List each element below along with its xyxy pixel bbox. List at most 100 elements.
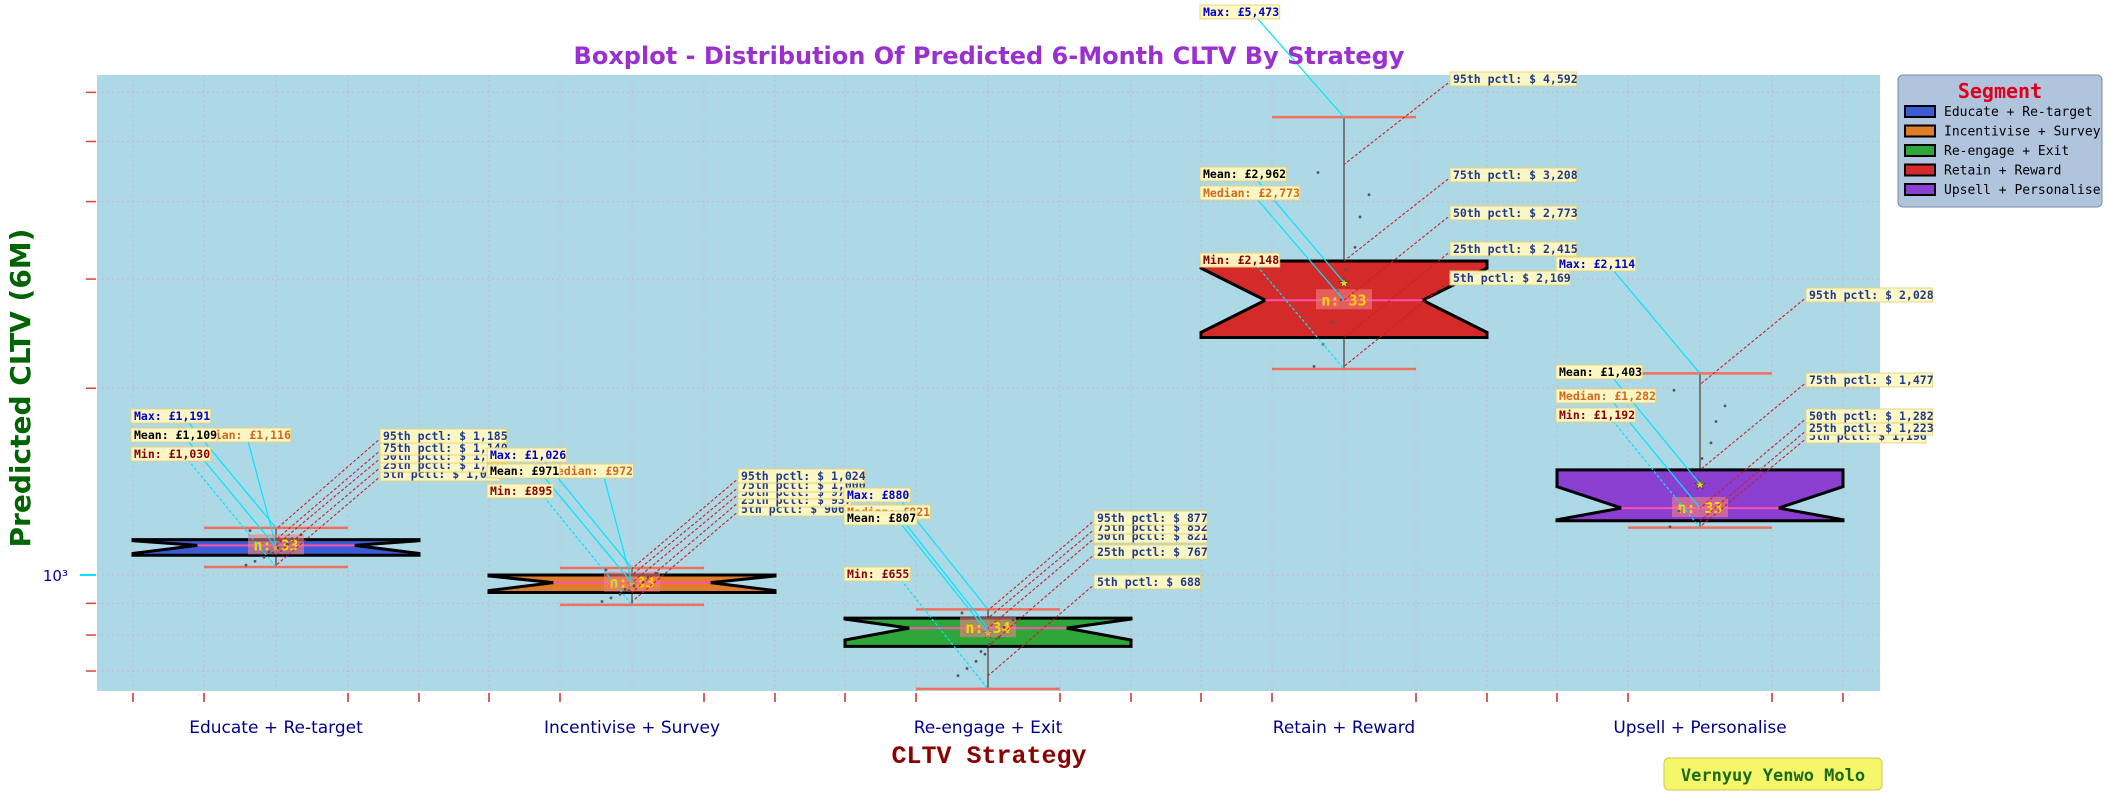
label-p95-text: 95th pctl: $ 2,028 bbox=[1809, 288, 1934, 302]
data-point bbox=[290, 537, 294, 540]
label-p95-bg bbox=[379, 428, 508, 444]
data-point bbox=[623, 587, 627, 591]
annotation-arrow-p5 bbox=[275, 474, 383, 566]
annotation-arrow-p5 bbox=[987, 582, 1097, 677]
label-p50-text: 50th pctl: $ 2,773 bbox=[1453, 206, 1578, 220]
data-point bbox=[1700, 457, 1704, 460]
data-point bbox=[600, 600, 604, 603]
data-point bbox=[1344, 268, 1348, 271]
axes-layer: 10³ Educate + Re-target Incentivise + Surv… bbox=[43, 91, 1844, 738]
label-mean-text: Mean: £1,109 bbox=[134, 428, 217, 442]
data-point bbox=[267, 550, 271, 554]
label-p50-text: 50th pctl: $ 1,282 bbox=[1809, 409, 1934, 423]
label-max-bg bbox=[1199, 4, 1281, 20]
label-p50: 50th pctl: $ 2,773 bbox=[1449, 205, 1578, 221]
boxes-layer: ★n: 33★n: 33★n: 34★n: 33★n: 33 bbox=[131, 115, 1845, 691]
annotation-arrow-p50 bbox=[1699, 416, 1809, 509]
label-p50: 50th pctl: $ 1,282 bbox=[1805, 408, 1934, 424]
label-mean-text: Mean: £807 bbox=[847, 511, 916, 525]
data-point bbox=[974, 659, 978, 663]
annotation-arrow-p25 bbox=[1699, 428, 1809, 522]
watermark: Vernyuy Yenwo Molo bbox=[1663, 757, 1883, 791]
x-tick-label: Upsell + Personalise bbox=[1613, 718, 1786, 738]
label-max-text: Max: £2,114 bbox=[1559, 257, 1635, 271]
legend: Segment Educate + Re-target Incentivise +… bbox=[1897, 74, 2103, 208]
data-point bbox=[655, 572, 659, 575]
annotation-arrow-p75 bbox=[1343, 175, 1453, 262]
label-p95-text: 95th pctl: $ 1,024 bbox=[741, 469, 866, 483]
label-p75: 75th pctl: $ 3,208 bbox=[1449, 167, 1578, 183]
label-min-bg bbox=[130, 446, 212, 462]
label-p50-bg bbox=[1805, 408, 1934, 424]
annotation-arrow-median bbox=[603, 476, 633, 583]
label-p75: 75th pctl: $ 1,140 bbox=[379, 440, 508, 456]
label-min-text: Min: £895 bbox=[490, 484, 552, 498]
label-p75-text: 75th pctl: $ 1,477 bbox=[1809, 373, 1934, 387]
annotation-arrow-p75 bbox=[275, 448, 383, 541]
annotation-arrow-p25 bbox=[1343, 249, 1453, 338]
data-point bbox=[632, 584, 636, 588]
annotation-arrow-p5 bbox=[631, 509, 741, 602]
label-mean: Mean: £971 bbox=[486, 463, 561, 479]
data-point bbox=[1723, 404, 1727, 408]
label-p75-text: 75th pctl: $ 3,208 bbox=[1453, 168, 1578, 182]
label-max: Max: £1,191 bbox=[130, 408, 212, 424]
data-point bbox=[960, 611, 964, 615]
annotation-arrow-p5 bbox=[1343, 278, 1453, 367]
label-mean-bg bbox=[1199, 166, 1287, 182]
plot-area bbox=[97, 75, 1880, 691]
annotation-arrow-min bbox=[1612, 420, 1701, 529]
data-point bbox=[609, 596, 613, 600]
label-max: Max: £2,114 bbox=[1555, 256, 1637, 272]
label-min: Min: £1,030 bbox=[130, 446, 212, 462]
data-point bbox=[1002, 625, 1006, 629]
label-mean-text: Mean: £2,962 bbox=[1203, 167, 1286, 181]
label-median-text: Median: £1,116 bbox=[194, 428, 291, 442]
annotation-arrow-p25 bbox=[631, 500, 741, 593]
label-median-bg bbox=[1555, 388, 1657, 404]
n-label-bg bbox=[1672, 497, 1728, 518]
annotation-arrow-p75 bbox=[1699, 380, 1809, 471]
label-mean-text: Mean: £1,403 bbox=[1559, 365, 1642, 379]
data-point bbox=[627, 589, 631, 593]
label-median-bg bbox=[1199, 185, 1301, 201]
label-p5-bg bbox=[1093, 574, 1201, 590]
annotation-arrow-median bbox=[900, 517, 989, 629]
label-mean: Mean: £1,109 bbox=[130, 427, 218, 443]
label-median-text: Median: £1,282 bbox=[1559, 389, 1656, 403]
data-point bbox=[253, 559, 257, 563]
data-point bbox=[1709, 441, 1713, 445]
label-min: Min: £655 bbox=[843, 566, 911, 582]
label-median: Median: £972 bbox=[546, 463, 634, 479]
annotation-arrow-min bbox=[1256, 265, 1345, 370]
legend-label: Educate + Re-target bbox=[1944, 105, 2093, 120]
label-max-text: Max: £1,191 bbox=[134, 409, 210, 423]
label-mean-text: Mean: £971 bbox=[490, 464, 559, 478]
label-p25: 25th pctl: $ 2,415 bbox=[1449, 241, 1578, 257]
data-point bbox=[1714, 420, 1718, 423]
label-min: Min: £895 bbox=[486, 483, 554, 499]
label-p95-bg bbox=[1093, 510, 1208, 526]
annotation-arrow-p50 bbox=[1343, 213, 1453, 301]
label-max-text: Max: £1,026 bbox=[490, 448, 566, 462]
y-axis-label: Predicted CLTV (6M) bbox=[4, 229, 37, 548]
label-p25-text: 25th pctl: $ 1,223 bbox=[1809, 421, 1934, 435]
label-max: Max: £1,026 bbox=[486, 447, 568, 463]
watermark-text: Vernyuy Yenwo Molo bbox=[1681, 766, 1865, 786]
label-min-bg bbox=[843, 566, 911, 582]
data-point bbox=[1358, 215, 1362, 219]
label-min-bg bbox=[486, 483, 554, 499]
label-mean: Mean: £807 bbox=[843, 510, 918, 526]
annotation-arrow-p75 bbox=[631, 485, 741, 576]
label-median: Median: £1,282 bbox=[1555, 388, 1657, 404]
label-max-bg bbox=[486, 447, 568, 463]
annotation-arrow-p95 bbox=[1699, 295, 1809, 385]
label-p25-bg bbox=[1449, 241, 1578, 257]
label-p50-bg bbox=[1449, 205, 1578, 221]
label-max: Max: £880 bbox=[843, 487, 911, 503]
label-median-text: Median: £972 bbox=[550, 464, 633, 478]
data-point bbox=[1312, 365, 1316, 368]
annotation-arrow-p95 bbox=[1343, 79, 1453, 165]
annotation-arrow-p5 bbox=[1699, 436, 1809, 528]
y-tick-label: 10³ bbox=[43, 567, 68, 585]
